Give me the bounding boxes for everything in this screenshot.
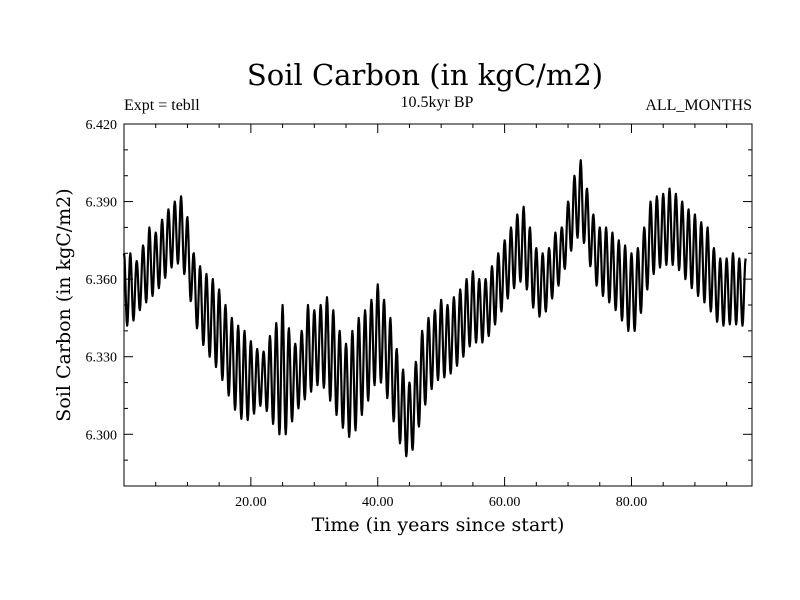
y-tick-label: 6.300 xyxy=(86,428,118,443)
x-tick-label: 60.00 xyxy=(489,495,521,510)
chart-subtitle: 10.5kyr BP xyxy=(401,94,474,111)
y-tick-label: 6.330 xyxy=(86,351,118,366)
y-tick-label: 6.390 xyxy=(86,196,118,211)
plot-frame xyxy=(123,123,753,487)
x-axis-label: Time (in years since start) xyxy=(312,514,565,536)
axis-ticks xyxy=(124,123,752,486)
axis-tick-labels: 20.00 40.00 60.00 80.00 6.300 6.330 6.360 6.390… xyxy=(86,118,648,510)
months-label: ALL_MONTHS xyxy=(645,97,752,114)
experiment-label: Expt = tebll xyxy=(124,97,200,114)
x-tick-label: 40.00 xyxy=(362,495,394,510)
y-tick-label: 6.360 xyxy=(86,273,118,288)
y-axis-label: Soil Carbon (in kgC/m2) xyxy=(53,188,75,421)
x-tick-label: 80.00 xyxy=(616,495,648,510)
chart-title: Soil Carbon (in kgC/m2) xyxy=(247,58,603,92)
y-tick-label: 6.420 xyxy=(86,118,118,133)
x-tick-label: 20.00 xyxy=(235,495,267,510)
data-series-line xyxy=(122,159,747,458)
